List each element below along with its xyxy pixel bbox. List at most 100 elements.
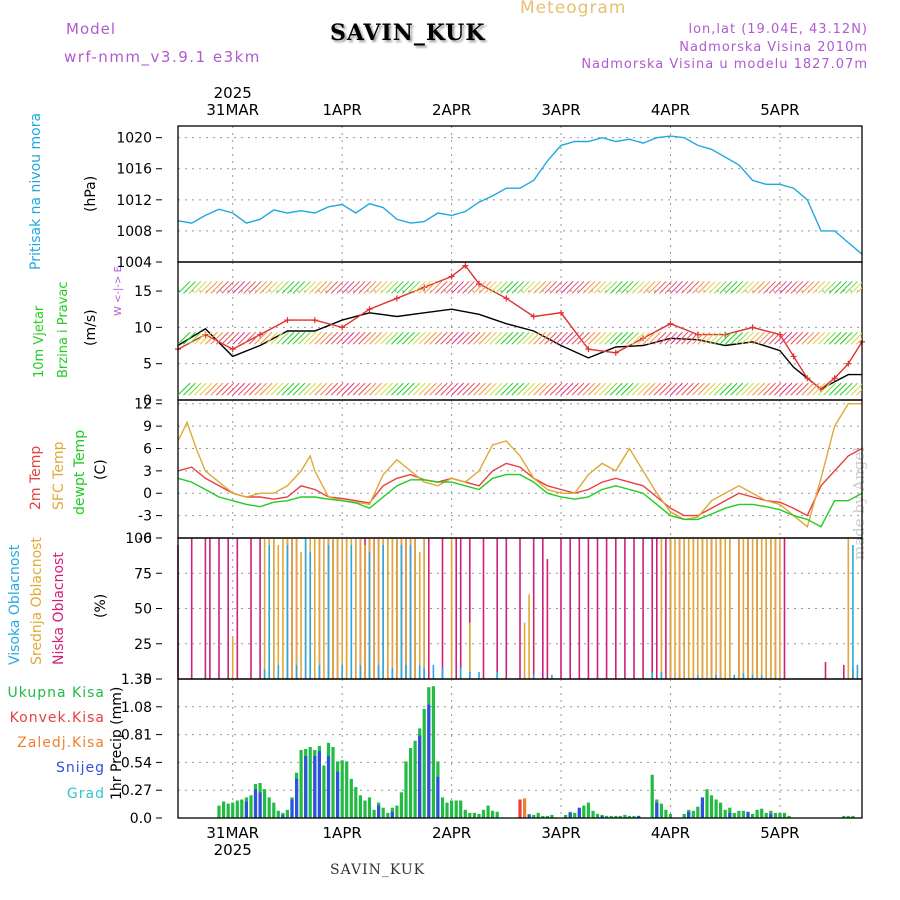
bar-niska-oblacnost: [578, 538, 581, 679]
wind-barb: [500, 382, 514, 396]
bar-niska-oblacnost: [843, 664, 845, 679]
bar-ukupna-kisa: [550, 814, 554, 818]
bar-srednja-oblacnost: [295, 538, 298, 679]
bar-visoka-oblacnost: [856, 664, 859, 679]
wind-barb: [697, 281, 711, 294]
bar-srednja-oblacnost: [724, 538, 726, 679]
wind-barb: [544, 382, 557, 396]
wind-barb: [763, 331, 776, 345]
wind-barb: [276, 331, 289, 345]
bar-srednja-oblacnost: [414, 538, 416, 679]
wind-barb: [341, 331, 355, 345]
bar-visoka-oblacnost: [318, 664, 321, 679]
gust-marker: [284, 317, 291, 324]
wind-barb: [670, 281, 683, 294]
series-line-dewpt-temp: [177, 473, 863, 528]
gust-marker: [585, 346, 592, 353]
bar-ukupna-kisa: [386, 812, 390, 818]
series-line-gust: [177, 264, 863, 390]
bar-srednja-oblacnost: [738, 538, 740, 679]
bar-srednja-oblacnost: [760, 538, 763, 679]
wind-barb: [265, 382, 278, 396]
bar-niska-oblacnost: [605, 538, 608, 679]
wind-barb: [429, 382, 443, 396]
bar-visoka-oblacnost: [852, 545, 854, 679]
bar-visoka-oblacnost: [263, 669, 266, 679]
bar-ukupna-kisa: [217, 805, 221, 818]
wind-barb: [347, 331, 360, 345]
wind-barb: [828, 382, 842, 396]
wind-barb: [374, 281, 388, 294]
wind-barb: [763, 281, 776, 294]
wind-barb: [352, 382, 366, 396]
wind-barb: [588, 382, 601, 396]
bar-niska-oblacnost: [642, 538, 644, 679]
bar-snijeg: [436, 776, 440, 818]
wind-barb: [724, 281, 738, 294]
bar-srednja-oblacnost: [277, 545, 280, 679]
wind-barb: [653, 382, 667, 396]
bar-ukupna-kisa: [545, 815, 549, 818]
wind-barb: [577, 331, 590, 345]
wind-barb: [380, 331, 393, 345]
wind-barb: [423, 382, 437, 396]
bar-niska-oblacnost: [218, 538, 220, 679]
bar-ukupna-kisa: [778, 812, 782, 818]
series-line-mslp: [177, 135, 863, 255]
y-tick-label: 1004: [116, 255, 152, 271]
wind-barb: [757, 281, 771, 294]
bar-niska-oblacnost: [455, 538, 457, 679]
wind-barb: [719, 382, 733, 396]
wind-barb: [412, 331, 426, 345]
y-tick-label: 0.54: [121, 755, 152, 771]
wind-barb: [637, 382, 651, 396]
bar-niska-oblacnost: [633, 538, 635, 679]
bar-srednja-oblacnost: [377, 538, 380, 679]
wind-barb: [445, 331, 459, 345]
wind-barb: [336, 331, 350, 345]
wind-barb: [544, 281, 557, 294]
wind-barb: [801, 281, 815, 294]
wind-barb: [270, 281, 284, 294]
wind-barb: [248, 382, 262, 396]
wind-barb: [500, 281, 514, 294]
wind-barb: [281, 382, 295, 396]
wind-barbs: [178, 281, 862, 396]
bottom-day-label: 2APR: [432, 824, 471, 842]
wind-barb: [319, 382, 333, 396]
wind-barb: [817, 331, 831, 345]
gust-marker: [612, 349, 619, 356]
bar-ukupna-kisa: [331, 747, 335, 818]
bar-visoka-oblacnost: [327, 545, 330, 679]
wind-barb: [659, 281, 672, 294]
wind-barb: [620, 331, 634, 345]
bar-snijeg: [290, 799, 294, 818]
bar-niska-oblacnost: [542, 538, 544, 679]
wind-barb: [188, 331, 202, 345]
wind-barb: [856, 287, 862, 294]
bottom-day-label: 31MAR: [206, 824, 259, 842]
wind-barb: [730, 382, 744, 396]
wind-barb: [538, 331, 552, 345]
wind-barb: [516, 281, 530, 294]
wind-barb: [440, 331, 454, 345]
bar-ukupna-kisa: [445, 802, 449, 818]
bar-snijeg: [336, 771, 340, 818]
bar-visoka-oblacnost: [651, 672, 653, 679]
bar-niska-oblacnost: [665, 538, 667, 679]
wind-barb: [489, 331, 503, 345]
series-line-2m-temp: [177, 447, 863, 517]
wind-barb: [779, 281, 793, 294]
wind-barb: [823, 281, 837, 294]
wind-barb: [248, 281, 262, 294]
wind-barb: [757, 382, 771, 396]
wind-barb: [774, 331, 787, 345]
wind-barb: [708, 382, 722, 396]
bar-snijeg: [253, 789, 258, 818]
wind-barb: [845, 281, 858, 294]
wind-barb: [183, 281, 196, 294]
wind-barb: [178, 281, 191, 294]
bar-snijeg: [655, 802, 659, 818]
wind-barb: [713, 382, 727, 396]
wind-barb: [369, 281, 382, 294]
